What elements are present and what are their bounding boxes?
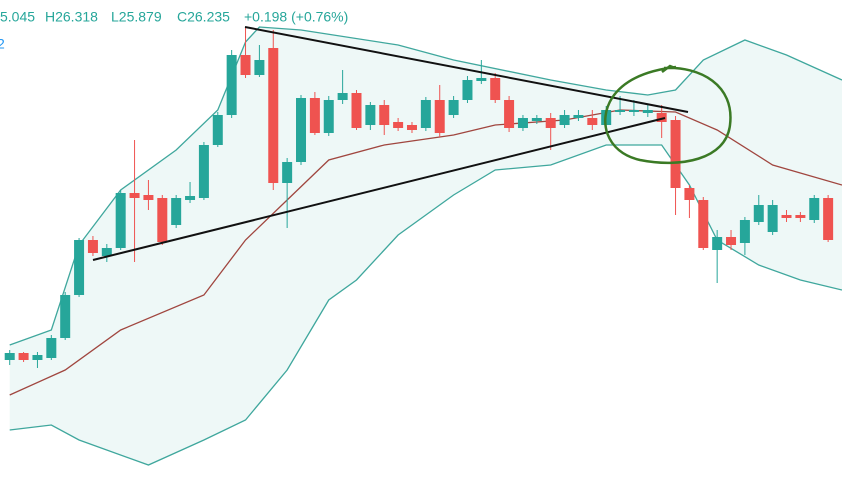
candle-body — [171, 198, 182, 225]
candle-body — [226, 55, 237, 115]
candle-body — [282, 162, 293, 183]
ohlc-open: 5.045 — [0, 9, 35, 25]
candle-layer — [4, 28, 834, 368]
candle-body — [351, 93, 362, 128]
candle-body — [531, 118, 542, 121]
candle-body — [462, 80, 473, 100]
candle-body — [726, 237, 737, 245]
candle-body — [587, 118, 598, 125]
candle-body — [448, 100, 459, 115]
candle-body — [115, 193, 126, 248]
candle-body — [18, 353, 29, 360]
candle-body — [504, 100, 515, 128]
candle-body — [628, 110, 639, 112]
band-line — [9, 109, 842, 396]
candle-body — [656, 113, 667, 122]
candle-body — [129, 193, 140, 198]
trendline-upper — [244, 26, 689, 113]
candle-body — [60, 295, 71, 338]
candle-body — [4, 353, 15, 360]
candle-body — [32, 355, 43, 360]
candle-body — [781, 215, 792, 218]
candle-body — [684, 188, 695, 200]
trendline-lower — [92, 117, 666, 261]
candle-body — [767, 205, 778, 232]
candle-body — [434, 100, 445, 133]
candle-body — [198, 145, 209, 198]
candle-body — [309, 98, 320, 133]
candle-body — [337, 93, 348, 100]
candle-body — [74, 240, 85, 295]
candle-body — [254, 60, 265, 75]
candle-body — [406, 125, 417, 130]
candle-body — [545, 118, 556, 128]
candle-body — [46, 338, 57, 358]
candle-body — [712, 237, 723, 250]
candle-body — [212, 115, 223, 145]
ohlc-low: L25.879 — [111, 9, 162, 25]
candle-body — [393, 122, 404, 128]
candle-body — [420, 100, 431, 128]
candle-body — [698, 200, 709, 248]
candle-body — [739, 220, 750, 243]
candle-body — [296, 98, 307, 162]
candle-body — [809, 198, 820, 220]
ohlc-change: +0.198 (+0.76%) — [244, 9, 348, 25]
candle-body — [670, 120, 681, 188]
candle-body — [823, 198, 834, 240]
candle-body — [476, 78, 487, 81]
candle-body — [517, 118, 528, 128]
candle-body — [157, 198, 168, 242]
candle-body — [365, 105, 376, 125]
candle-body — [573, 115, 584, 118]
candle-body — [143, 195, 154, 200]
ohlc-high: H26.318 — [45, 9, 98, 25]
candle-body — [490, 78, 501, 100]
candle-body — [642, 110, 653, 113]
side-label: 2 — [0, 36, 5, 52]
candle-body — [323, 100, 334, 133]
candle-body — [185, 196, 196, 200]
candle-body — [615, 110, 626, 112]
band-line — [9, 144, 842, 466]
candle-body — [268, 48, 279, 183]
hand-drawn-circle — [604, 64, 732, 165]
candle-body — [101, 248, 112, 256]
ohlc-close: C26.235 — [177, 9, 230, 25]
candle-body — [240, 55, 251, 75]
candle-body — [87, 240, 98, 253]
candle-body — [379, 105, 390, 125]
candle-body — [559, 115, 570, 125]
candle-body — [753, 205, 764, 222]
candle-body — [795, 215, 806, 218]
